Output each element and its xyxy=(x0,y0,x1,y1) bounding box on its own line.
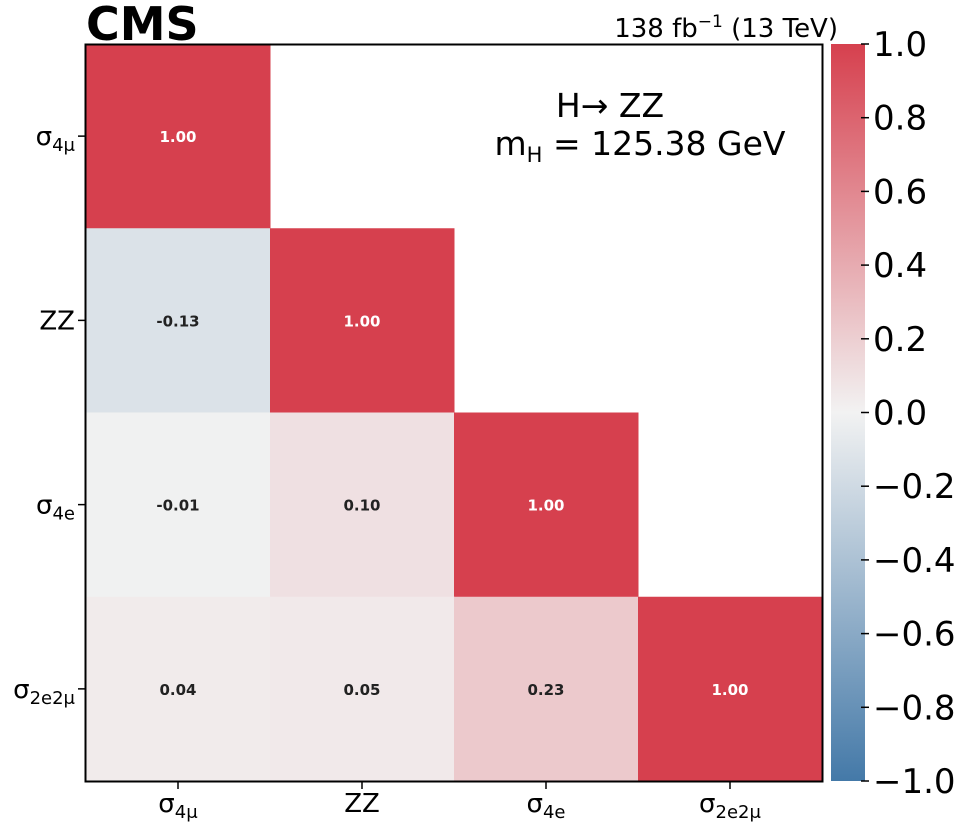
colorbar xyxy=(831,44,865,781)
y-tick-label: σ4e xyxy=(36,491,75,525)
cell-value-label: 0.10 xyxy=(343,497,380,515)
cell-value-label: 1.00 xyxy=(159,128,196,146)
y-tick-label: ZZ xyxy=(39,306,75,336)
colorbar-tick-label: 0.2 xyxy=(873,320,927,360)
cell-value-label: -0.01 xyxy=(156,497,199,515)
colorbar-tick-label: −0.4 xyxy=(873,541,956,581)
energy-value: (13 TeV) xyxy=(731,14,838,44)
mass-value: = 125.38 GeV xyxy=(542,124,786,163)
x-tick-label: σ2e2μ xyxy=(699,789,761,823)
heatmap-cell xyxy=(270,596,455,782)
heatmap-cell-labels: 1.00 -0.13 1.00 -0.01 0.10 1.00 0.04 0.05 0.23 1.… xyxy=(156,128,748,699)
cell-value-label: 1.00 xyxy=(711,681,748,699)
colorbar-tick-label: 0.8 xyxy=(873,99,927,139)
experiment-label: CMS xyxy=(86,0,199,51)
heatmap-cell xyxy=(86,412,271,598)
colorbar-tick-label: 1.0 xyxy=(873,25,927,65)
heatmap-cell xyxy=(454,412,639,598)
heatmap-cell xyxy=(86,228,271,413)
x-tick-label: σ4e xyxy=(526,789,565,823)
plot-frame xyxy=(84,43,824,783)
x-tick-label: ZZ xyxy=(344,789,380,819)
cell-value-label: 0.05 xyxy=(343,681,380,699)
x-tick-label: σ4μ xyxy=(158,789,198,823)
luminosity-label: 138 fb−1 (13 TeV) xyxy=(614,12,838,46)
heatmap-cell xyxy=(270,412,455,598)
colorbar-tick-label: −0.2 xyxy=(873,467,956,507)
y-tick-label: σ2e2μ xyxy=(13,675,75,709)
colorbar-tick-label: 0.0 xyxy=(873,394,927,434)
luminosity-exponent: −1 xyxy=(697,12,723,32)
process-label: H→ ZZ xyxy=(555,86,665,125)
colorbar-tick-label: 0.6 xyxy=(873,172,927,212)
cell-value-label: 0.04 xyxy=(159,681,196,699)
mass-subscript: H xyxy=(526,143,543,167)
y-tick-label: σ4μ xyxy=(36,122,76,156)
heatmap-cell xyxy=(86,44,271,229)
heatmap-cells xyxy=(86,44,823,782)
x-axis: σ4μ ZZ σ4e σ2e2μ xyxy=(158,781,762,823)
heatmap-cell xyxy=(454,596,639,782)
cell-value-label: 1.00 xyxy=(343,312,380,330)
luminosity-value: 138 fb xyxy=(614,14,698,44)
cell-value-label: 0.23 xyxy=(527,681,564,699)
colorbar-tick-label: 0.4 xyxy=(873,246,927,286)
y-axis: σ4μ ZZ σ4e σ2e2μ xyxy=(13,122,86,709)
heatmap-cell xyxy=(86,596,271,782)
colorbar-tick-label: −1.0 xyxy=(873,762,956,802)
mass-label: mH = 125.38 GeV xyxy=(420,124,860,167)
mass-symbol: m xyxy=(494,124,527,163)
cell-value-label: -0.13 xyxy=(156,312,199,330)
colorbar-tick-label: −0.8 xyxy=(873,688,956,728)
heatmap-cell xyxy=(638,596,823,782)
colorbar-tick-label: −0.6 xyxy=(873,615,956,655)
cell-value-label: 1.00 xyxy=(527,497,564,515)
heatmap-cell xyxy=(270,228,455,413)
colorbar-axis: 1.0 0.8 0.6 0.4 0.2 0.0 −0.2 −0.4 −0.6 −0.8 −1.0 xyxy=(861,25,956,802)
